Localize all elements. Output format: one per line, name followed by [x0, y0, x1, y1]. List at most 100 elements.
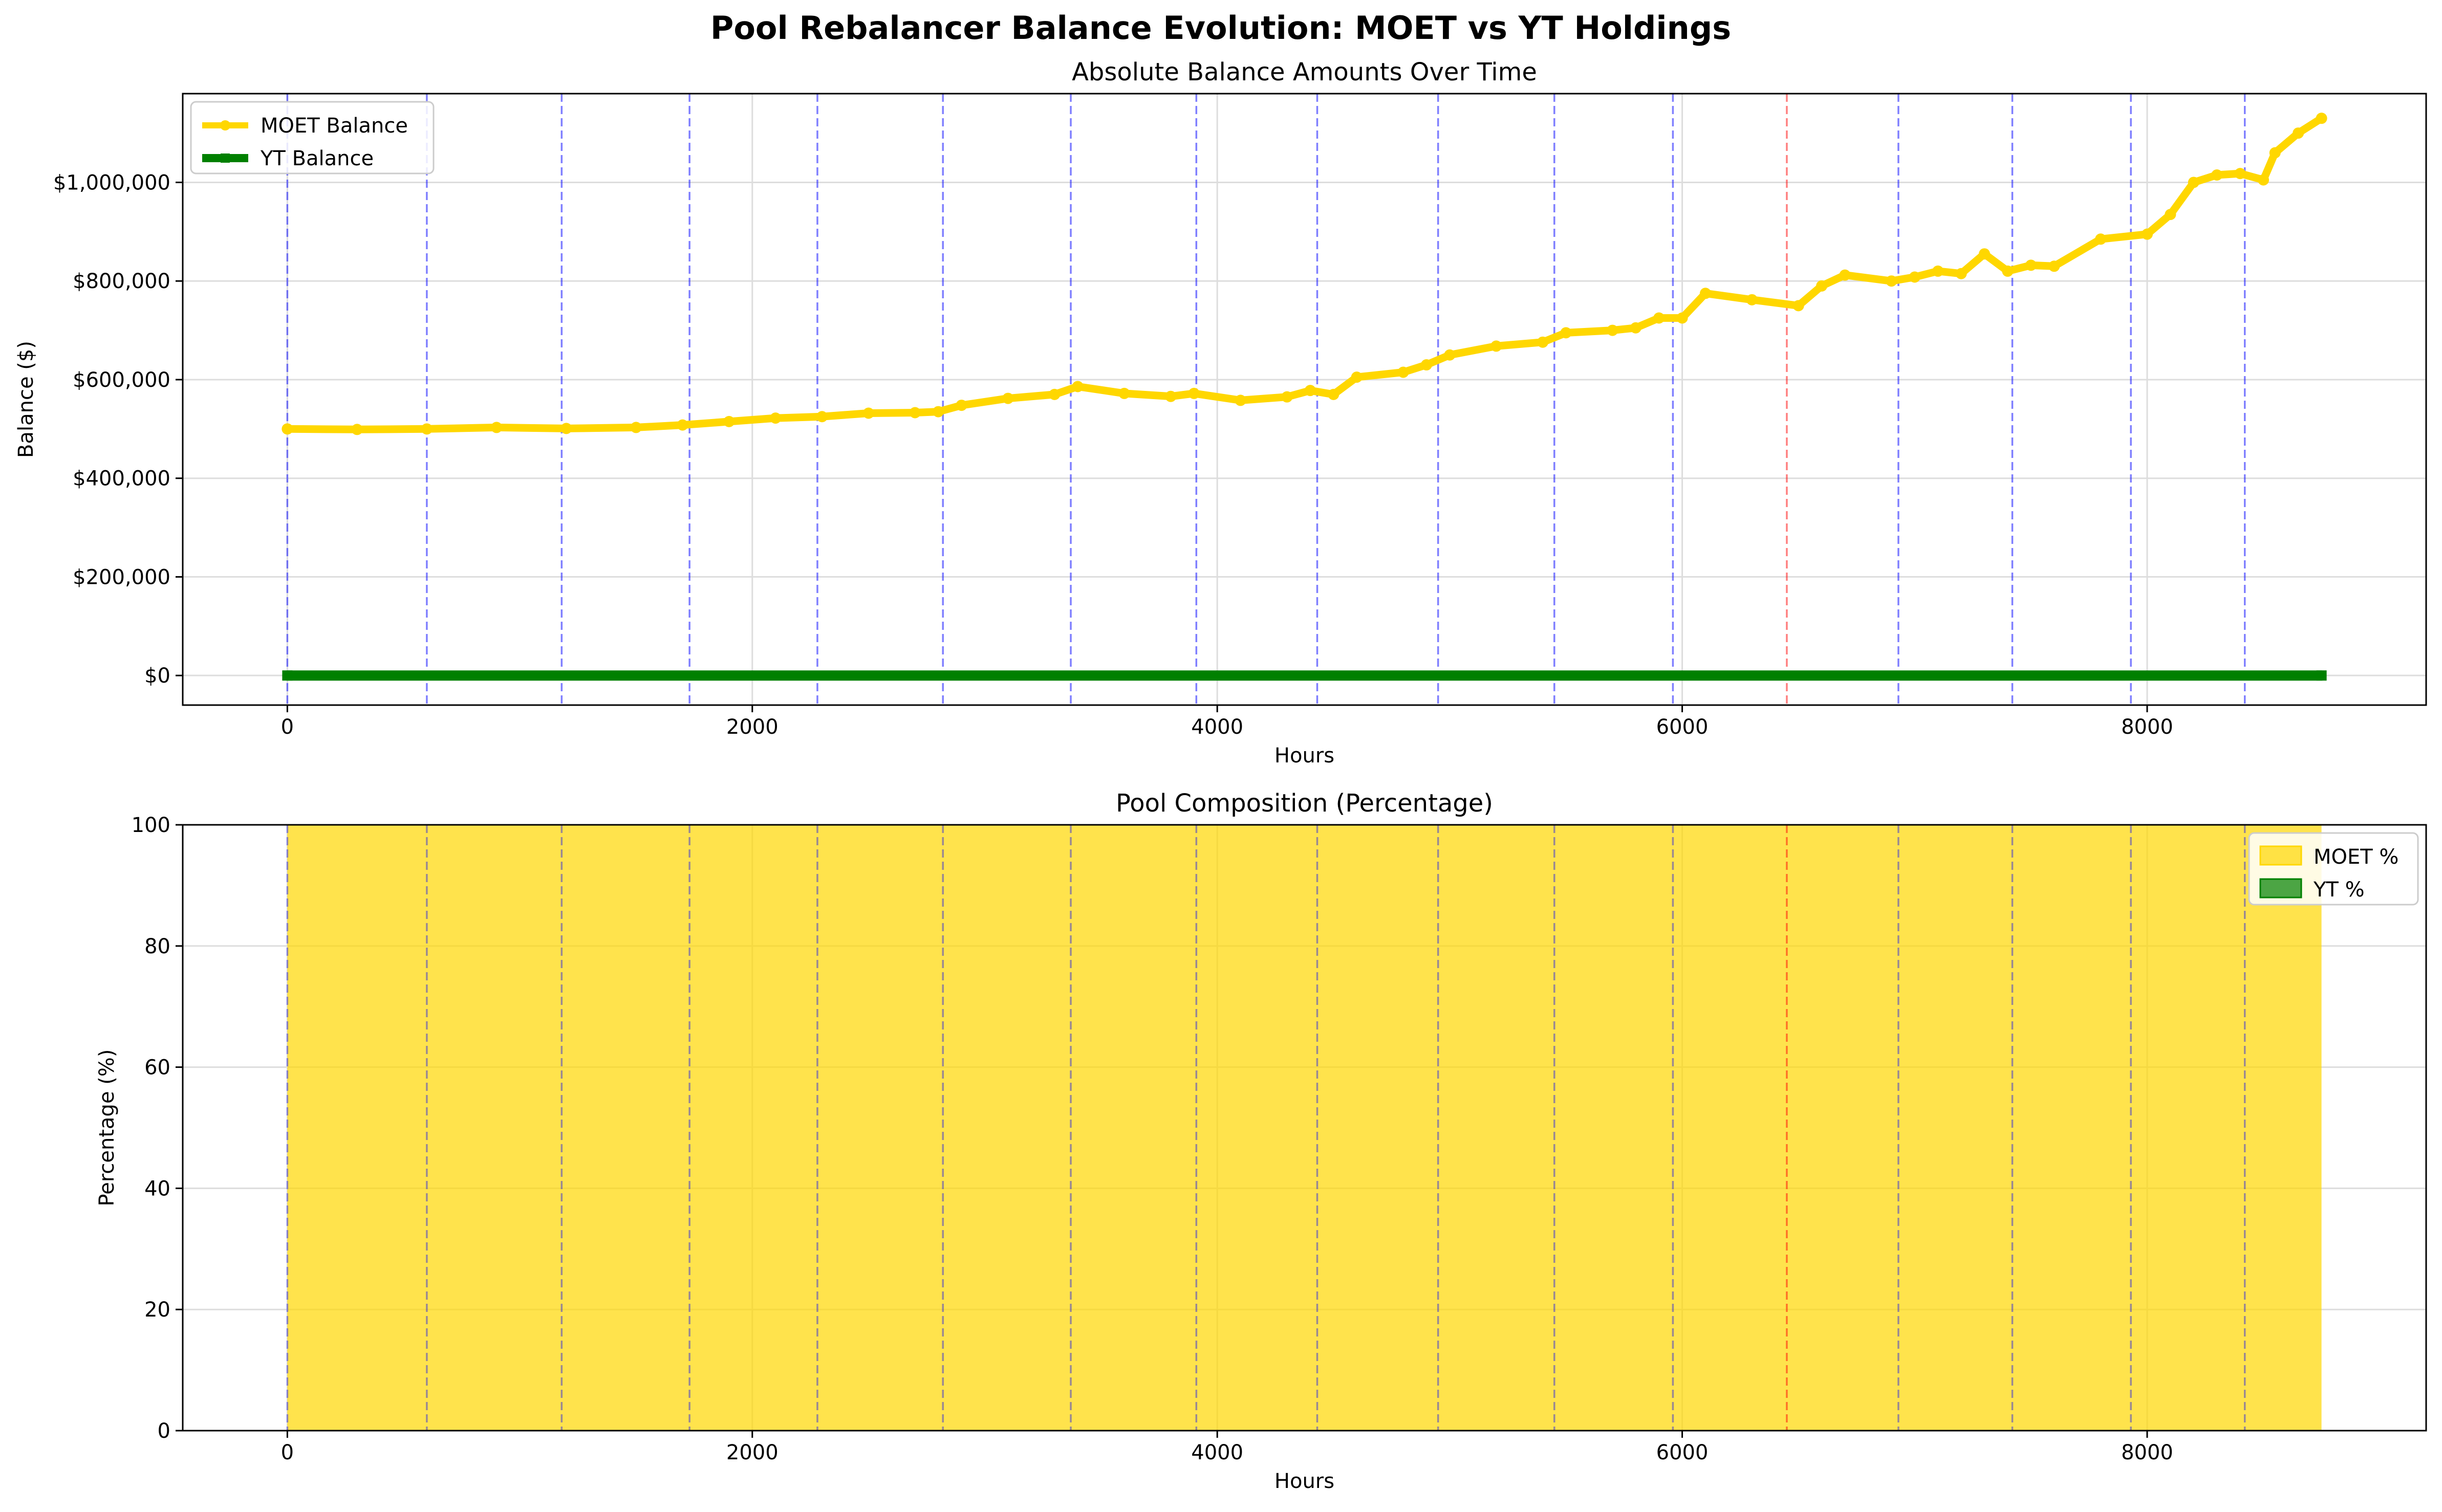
- plot-area: [286, 825, 2322, 1431]
- chart-title: Pool Composition (Percentage): [1116, 789, 1493, 818]
- moet-balance-point: [2025, 259, 2037, 271]
- moet-balance-point: [2141, 228, 2153, 240]
- moet-balance-point: [1049, 388, 1061, 400]
- x-tick-label: 8000: [2121, 1441, 2173, 1464]
- x-tick-label: 2000: [726, 715, 779, 739]
- y-tick-label: $200,000: [73, 565, 170, 589]
- moet-balance-point: [1118, 387, 1130, 399]
- moet-balance-point: [770, 412, 782, 424]
- y-tick-label: 60: [144, 1056, 170, 1080]
- legend-label: YT %: [2313, 878, 2365, 902]
- moet-balance-point: [351, 424, 363, 435]
- moet-balance-point: [1839, 269, 1851, 281]
- moet-balance-point: [1932, 265, 1944, 277]
- y-tick-label: 80: [144, 935, 170, 958]
- y-tick-label: $400,000: [73, 467, 170, 491]
- moet-balance-point: [491, 422, 503, 433]
- moet-balance-point: [1304, 385, 1316, 397]
- moet-balance-point: [1328, 388, 1339, 400]
- legend-label: MOET Balance: [261, 114, 408, 138]
- x-tick-label: 0: [281, 715, 294, 739]
- moet-balance-point: [1490, 340, 1502, 352]
- moet-balance-point: [560, 423, 572, 434]
- moet-balance-point: [1420, 359, 1432, 371]
- x-tick-label: 2000: [726, 1441, 779, 1464]
- legend-label: MOET %: [2314, 845, 2398, 869]
- x-tick-label: 0: [281, 1441, 294, 1464]
- x-tick-label: 6000: [1656, 1441, 1709, 1464]
- composition-chart: 0 2000 4000 6000 8000 0 20 40 60 80 100 Pool Compos…: [95, 789, 2427, 1493]
- moet-balance-point: [1165, 390, 1177, 402]
- moet-balance-point: [816, 411, 828, 423]
- moet-balance-point: [1560, 327, 1572, 339]
- legend: MOET Balance YT Balance: [190, 101, 435, 174]
- moet-balance-point: [1955, 268, 1967, 279]
- moet-balance-point: [2048, 260, 2060, 272]
- moet-balance-point: [1746, 294, 1758, 305]
- balance-chart: 0 2000 4000 6000 8000 $0 $200,000 $400,000 $600,…: [14, 58, 2427, 768]
- y-tick-label: 0: [158, 1419, 170, 1443]
- y-tick-label: 100: [132, 814, 170, 837]
- moet-balance-point: [2165, 209, 2176, 221]
- moet-balance-point: [1397, 366, 1409, 378]
- moet-balance-point: [2095, 233, 2107, 245]
- yt-balance-point: [282, 670, 293, 681]
- y-tick-label: $1,000,000: [53, 171, 170, 194]
- moet-balance-point: [421, 423, 433, 435]
- moet-balance-point: [2258, 174, 2270, 186]
- x-tick-label: 4000: [1191, 715, 1243, 739]
- legend-yt-marker: [221, 154, 230, 163]
- x-tick-label: 6000: [1656, 715, 1709, 739]
- moet-balance-point: [1281, 391, 1293, 403]
- y-tick-label: $800,000: [73, 270, 170, 293]
- moet-balance-point: [909, 407, 921, 419]
- figure-suptitle: Pool Rebalancer Balance Evolution: MOET …: [710, 9, 1731, 47]
- moet-balance-point: [2234, 168, 2246, 180]
- moet-balance-point: [1909, 271, 1920, 283]
- moet-balance-point: [1653, 312, 1665, 324]
- y-tick-label: $600,000: [73, 368, 170, 392]
- moet-balance-point: [723, 415, 735, 427]
- moet-balance-point: [1979, 248, 1991, 260]
- moet-balance-point: [282, 423, 293, 435]
- moet-balance-point: [1630, 322, 1641, 334]
- x-tick-label: 8000: [2121, 715, 2173, 739]
- moet-balance-point: [2269, 147, 2281, 159]
- moet-balance-line: [283, 114, 2326, 433]
- moet-balance-point: [1072, 381, 1084, 392]
- moet-balance-point: [956, 400, 967, 411]
- moet-balance-point: [1002, 392, 1014, 404]
- moet-balance-point: [2002, 265, 2014, 277]
- moet-balance-point: [1235, 395, 1246, 406]
- x-axis-label: Hours: [1274, 1470, 1334, 1493]
- legend: MOET % YT %: [2248, 832, 2419, 906]
- x-tick-label: 4000: [1191, 1441, 1243, 1464]
- moet-balance-point: [933, 406, 944, 418]
- legend-yt-swatch: [2259, 878, 2302, 899]
- y-tick-label: 40: [144, 1177, 170, 1200]
- moet-balance-point: [1676, 312, 1688, 324]
- moet-percent-area: [287, 825, 2322, 1431]
- moet-balance-point: [1886, 275, 1897, 287]
- moet-balance-point: [1607, 324, 1618, 336]
- y-axis-label: Balance ($): [14, 341, 38, 458]
- x-axis-label: Hours: [1274, 744, 1334, 768]
- moet-balance-point: [677, 419, 688, 431]
- moet-balance-point: [630, 422, 642, 433]
- legend-moet-marker: [220, 120, 230, 130]
- legend-moet-swatch: [2259, 845, 2302, 866]
- moet-balance-point: [1351, 371, 1363, 383]
- moet-balance-point: [2293, 127, 2304, 139]
- legend-box: [190, 101, 435, 174]
- y-tick-label: $0: [144, 664, 170, 688]
- moet-balance-point: [2211, 169, 2223, 181]
- moet-balance-point: [1188, 387, 1200, 399]
- plot-area: [282, 94, 2327, 705]
- moet-balance-point: [1699, 288, 1711, 299]
- moet-balance-point: [1444, 349, 1456, 361]
- y-tick-label: 20: [144, 1298, 170, 1322]
- moet-balance-point: [862, 407, 874, 419]
- chart-title: Absolute Balance Amounts Over Time: [1072, 58, 1537, 86]
- moet-balance-point: [1537, 336, 1549, 348]
